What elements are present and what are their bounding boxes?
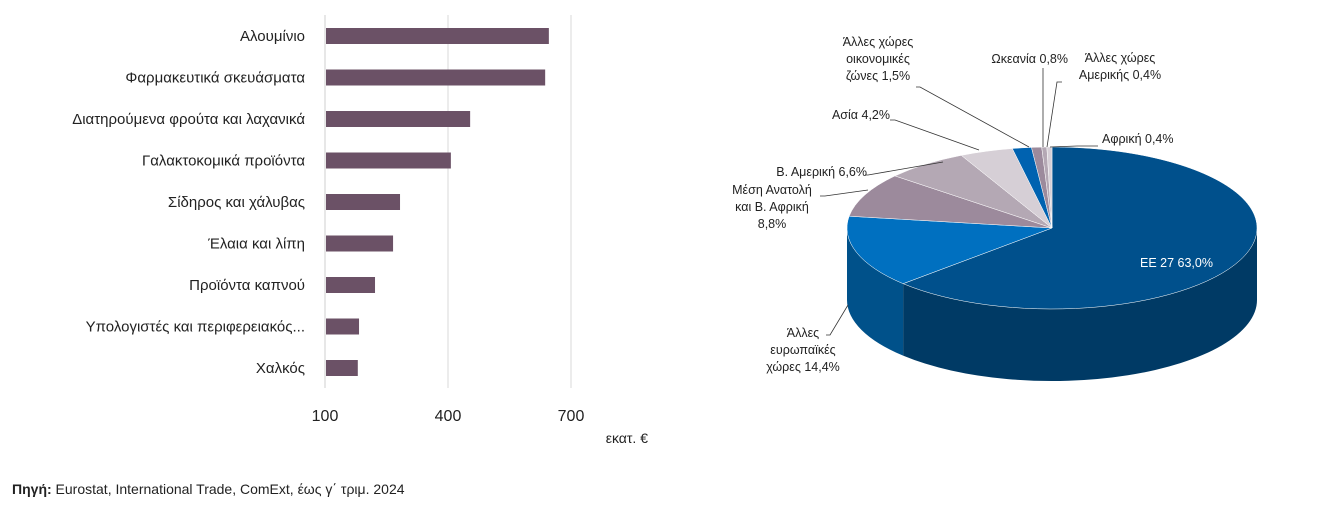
category-label: Γαλακτοκομικά προϊόντα xyxy=(142,153,305,170)
bar xyxy=(326,235,394,252)
category-label: Έλαια και λίπη xyxy=(207,236,305,253)
pie-slice xyxy=(902,146,1258,310)
bar xyxy=(326,152,451,169)
leader-line xyxy=(865,161,944,176)
leader-line xyxy=(1049,145,1098,148)
pie-slice-side xyxy=(903,228,1257,381)
pie-label: Ωκεανία 0,8% xyxy=(991,52,1068,66)
x-tick-label: 700 xyxy=(558,408,585,425)
pie-slice-side xyxy=(847,228,904,356)
leader-line xyxy=(826,304,849,336)
pie-label: Ασία 4,2% xyxy=(831,108,890,122)
pie-label: Αφρική 0,4% xyxy=(1102,132,1174,146)
source-text: Eurostat, International Trade, ComExt, έ… xyxy=(51,481,405,497)
source-label: Πηγή: xyxy=(12,481,52,497)
x-axis-label: εκατ. € xyxy=(606,430,648,446)
pie-label: Άλλες χώρες Αμερικής 0,4% xyxy=(1078,51,1162,82)
category-label: Διατηρούμενα φρούτα και λαχανικά xyxy=(72,111,305,128)
category-label: Σίδηρος και χάλυβας xyxy=(168,194,305,211)
leader-line xyxy=(820,189,869,197)
category-label: Προϊόντα καπνού xyxy=(189,277,305,294)
pie-label: Άλλες ευρωπαϊκές χώρες 14,4% xyxy=(766,326,840,374)
pie-slice xyxy=(846,215,1053,284)
pie-label: Άλλες χώρες οικονομικές ζώνες 1,5% xyxy=(842,35,914,83)
bar xyxy=(326,194,401,210)
leader-line xyxy=(890,119,980,151)
pie-slice xyxy=(848,175,1053,229)
pie-label: Β. Αμερική 6,6% xyxy=(776,165,867,179)
leader-line xyxy=(916,86,1030,148)
leader-line xyxy=(1046,81,1062,148)
pie-label: ΕΕ 27 63,0% xyxy=(1140,256,1213,270)
bar xyxy=(326,28,549,44)
bar xyxy=(326,318,360,335)
bar xyxy=(326,69,546,86)
bar xyxy=(326,111,471,127)
category-label: Χαλκός xyxy=(256,360,305,377)
category-label: Υπολογιστές και περιφερειακός... xyxy=(86,319,305,336)
pie-label: Μέση Ανατολή και Β. Αφρική 8,8% xyxy=(732,183,812,231)
bar xyxy=(326,360,358,376)
source-note: Πηγή: Eurostat, International Trade, Com… xyxy=(12,481,405,497)
category-label: Φαρμακευτικά σκευάσματα xyxy=(125,70,305,87)
bar xyxy=(326,277,376,293)
x-tick-label: 100 xyxy=(312,408,339,425)
x-tick-label: 400 xyxy=(435,408,462,425)
category-label: Αλουμίνιο xyxy=(240,28,305,45)
